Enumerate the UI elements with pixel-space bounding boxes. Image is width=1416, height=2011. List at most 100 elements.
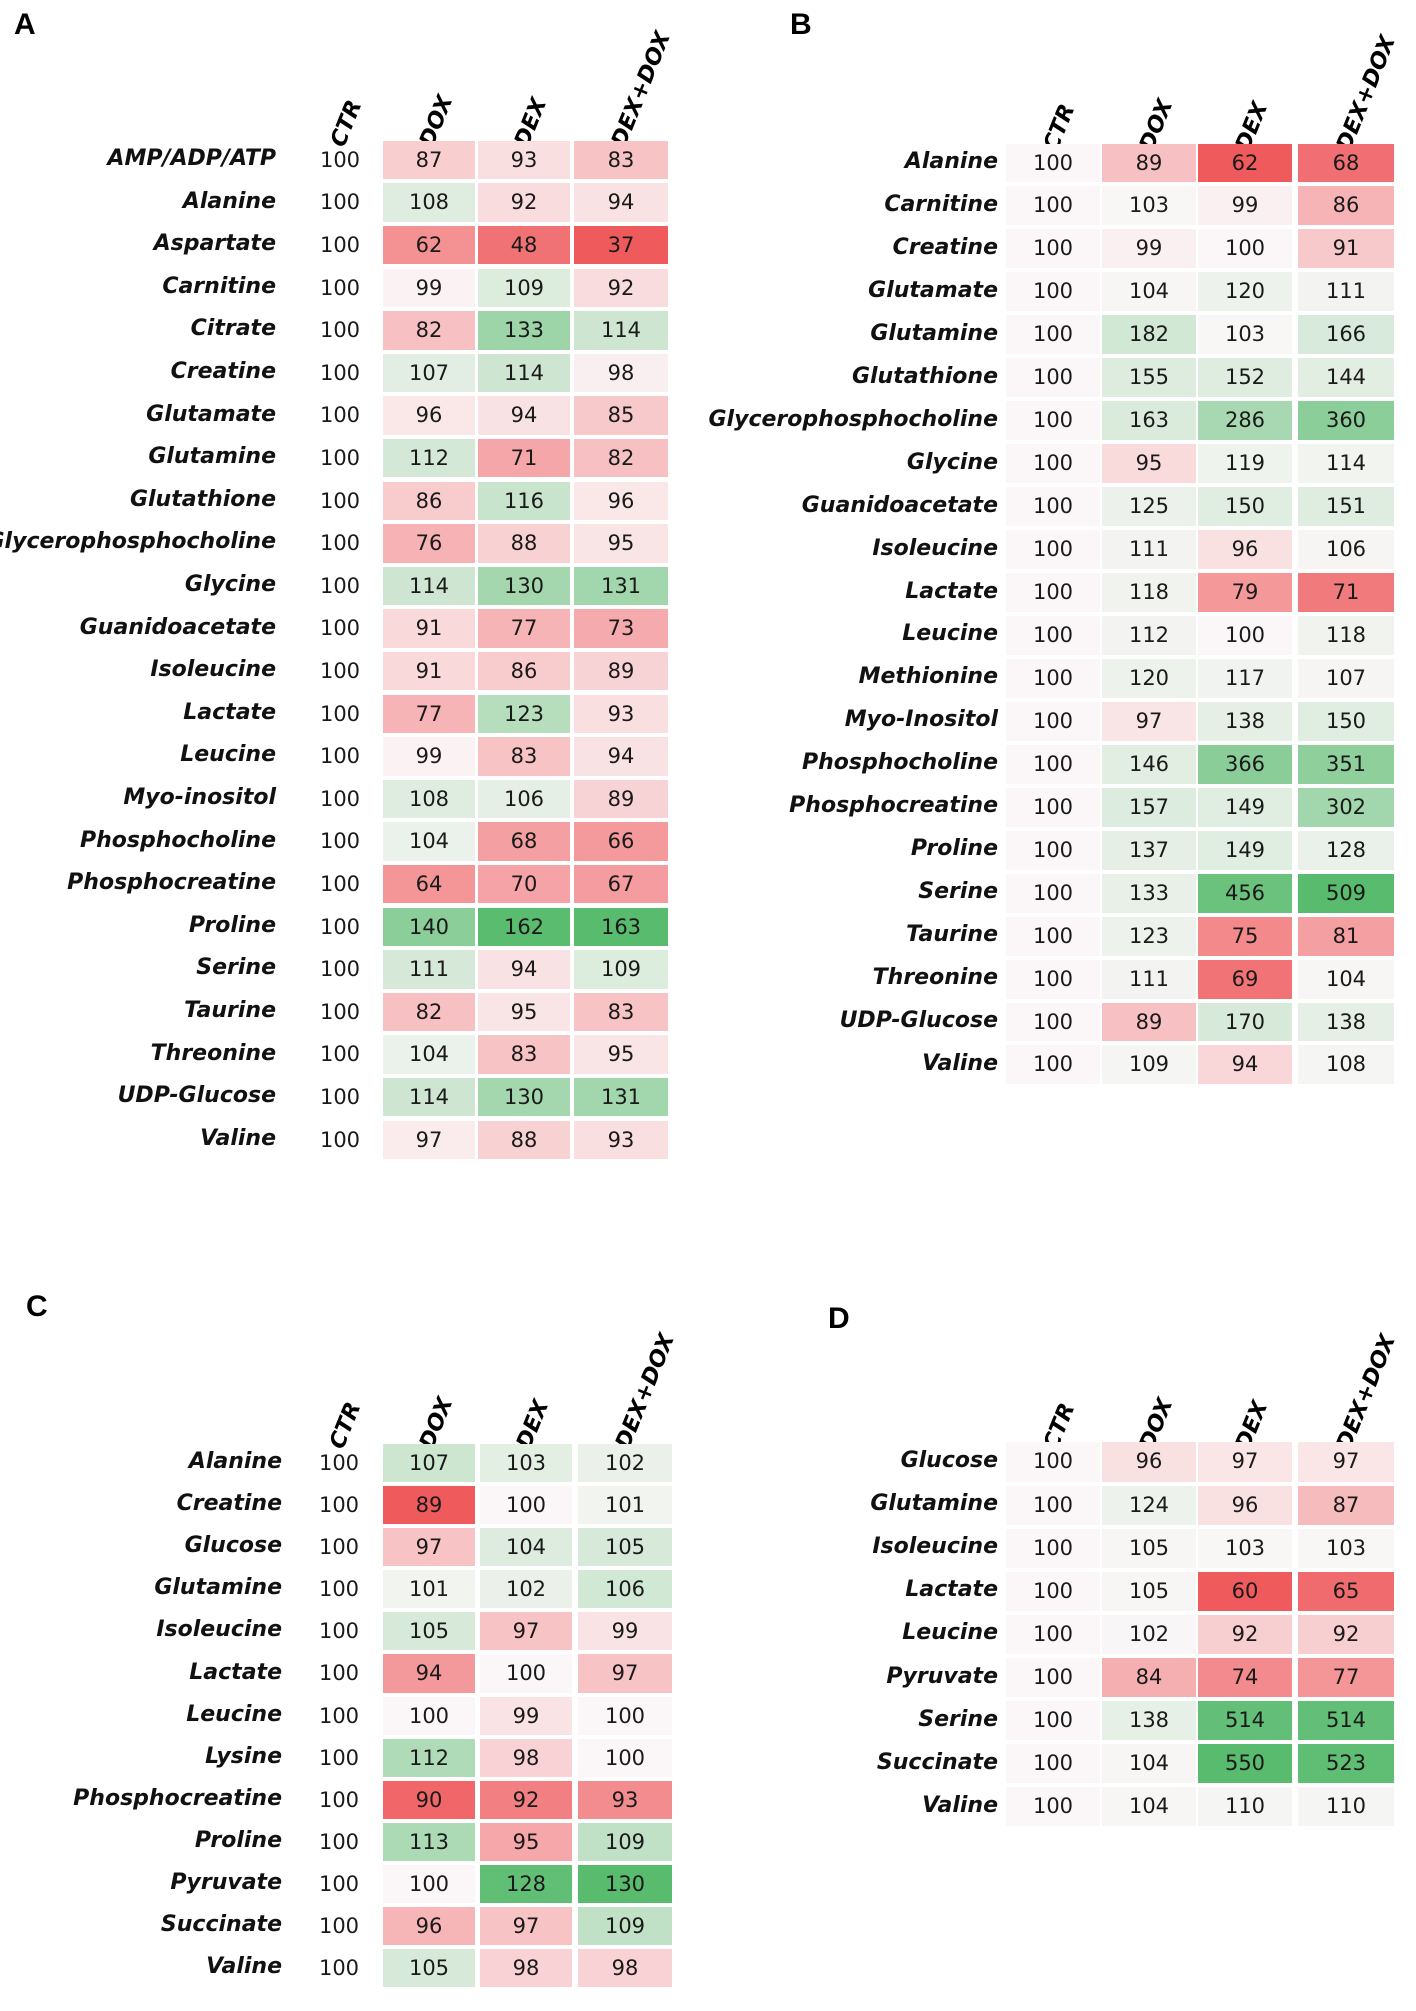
row-label: Pyruvate — [886, 1663, 998, 1689]
row-label: Isoleucine — [150, 657, 276, 683]
heatmap-cell: 102 — [1102, 1614, 1196, 1654]
row-label: Taurine — [906, 922, 998, 948]
row-label: Isoleucine — [156, 1617, 282, 1643]
row-label: Alanine — [188, 1449, 282, 1474]
heatmap-cell: 138 — [1298, 1002, 1394, 1042]
heatmap-cell: 112 — [383, 438, 475, 478]
heatmap-cell: 103 — [1298, 1528, 1394, 1568]
ctr-value: 100 — [318, 1914, 360, 1939]
heatmap-cell: 97 — [578, 1654, 672, 1693]
heatmap-cell: 92 — [478, 183, 570, 222]
ctr-value: 100 — [1006, 1701, 1100, 1741]
ctr-value: 100 — [318, 1745, 360, 1770]
ctr-value: 100 — [318, 1829, 360, 1854]
heatmap-cell: 163 — [1102, 401, 1196, 441]
heatmap-cell: 523 — [1298, 1744, 1394, 1784]
ctr-value: 100 — [1006, 401, 1100, 441]
ctr-value: 100 — [318, 1493, 360, 1518]
row-label: Glycine — [906, 449, 998, 475]
row-label: Glycerophosphocholine — [708, 406, 999, 432]
heatmap-cell: 128 — [480, 1864, 572, 1904]
heatmap-cell: 106 — [578, 1570, 672, 1609]
row-label: Phosphocholine — [79, 827, 276, 853]
heatmap-cell: 133 — [1102, 873, 1196, 913]
heatmap-cell: 96 — [574, 481, 668, 521]
row-label: Leucine — [186, 1701, 282, 1727]
ctr-value: 100 — [1006, 444, 1100, 484]
heatmap-cell: 96 — [1102, 1442, 1196, 1482]
ctr-value: 100 — [1006, 1045, 1100, 1085]
ctr-value: 100 — [319, 786, 361, 811]
heatmap-cell: 114 — [478, 353, 570, 393]
heatmap-cell: 106 — [478, 779, 570, 819]
heatmap-cell: 87 — [383, 140, 475, 180]
heatmap-cell: 123 — [1102, 916, 1196, 956]
heatmap-cell: 99 — [578, 1612, 672, 1651]
heatmap-cell: 94 — [478, 950, 570, 989]
heatmap-cell: 128 — [1298, 830, 1394, 870]
row-label: Lysine — [205, 1743, 282, 1769]
heatmap-cell: 62 — [383, 225, 475, 265]
row-label: Methionine — [858, 664, 998, 690]
ctr-value: 100 — [1006, 1744, 1100, 1784]
row-label: Glycerophosphocholine — [0, 529, 276, 555]
row-label: Glucose — [184, 1533, 282, 1559]
heatmap-cell: 95 — [478, 992, 570, 1032]
ctr-value: 100 — [319, 701, 361, 726]
heatmap-cell: 111 — [1102, 959, 1196, 999]
ctr-value: 100 — [318, 1787, 360, 1812]
heatmap-cell: 104 — [1298, 959, 1394, 999]
heatmap-cell: 92 — [480, 1780, 572, 1819]
heatmap-cell: 91 — [383, 609, 475, 648]
heatmap-cell: 456 — [1198, 873, 1292, 913]
ctr-value: 100 — [319, 147, 361, 172]
heatmap-cell: 86 — [383, 481, 475, 521]
heatmap-cell: 93 — [478, 140, 570, 180]
heatmap-cell: 99 — [1102, 229, 1196, 269]
heatmap-cell: 96 — [383, 1907, 475, 1946]
heatmap-cell: 104 — [383, 1035, 475, 1074]
panel-label: A — [14, 8, 36, 41]
heatmap-cell: 100 — [383, 1696, 475, 1735]
ctr-value: 100 — [1006, 1485, 1100, 1525]
heatmap-cell: 109 — [578, 1907, 672, 1946]
heatmap-cell: 97 — [1298, 1442, 1394, 1482]
heatmap-cell: 97 — [1102, 701, 1196, 741]
row-label: Glutamine — [154, 1575, 282, 1601]
ctr-value: 100 — [319, 1042, 361, 1067]
heatmap-cell: 110 — [1298, 1787, 1394, 1827]
heatmap-cell: 71 — [1298, 573, 1394, 612]
row-label: Creatine — [170, 359, 276, 384]
row-label: Glutamine — [870, 1491, 998, 1517]
heatmap-cell: 104 — [1102, 1787, 1196, 1827]
heatmap-cell: 100 — [383, 1864, 475, 1904]
heatmap-cell: 162 — [478, 907, 570, 947]
ctr-value: 100 — [1006, 1787, 1100, 1827]
heatmap-cell: 86 — [1298, 186, 1394, 226]
row-label: Glycine — [184, 572, 276, 597]
heatmap-cell: 84 — [1102, 1657, 1196, 1698]
ctr-value: 100 — [1006, 573, 1100, 612]
ctr-value: 100 — [318, 1535, 360, 1560]
panel-label: C — [26, 1290, 48, 1323]
heatmap-cell: 105 — [578, 1528, 672, 1567]
heatmap-cell: 94 — [574, 183, 668, 222]
ctr-value: 100 — [319, 360, 361, 385]
ctr-value: 100 — [1006, 787, 1100, 827]
heatmap-cell: 99 — [480, 1696, 572, 1735]
heatmap-cell: 82 — [383, 311, 475, 350]
heatmap-cell: 77 — [1298, 1657, 1394, 1698]
row-label: Lactate — [905, 1577, 998, 1603]
heatmap-cell: 104 — [480, 1528, 572, 1567]
row-label: Proline — [194, 1827, 282, 1853]
ctr-value: 100 — [319, 232, 361, 257]
heatmap-cell: 83 — [574, 992, 668, 1032]
row-label: Valine — [206, 1954, 282, 1980]
ctr-value: 100 — [319, 573, 361, 598]
heatmap-cell: 109 — [1102, 1045, 1196, 1085]
row-label: Lactate — [189, 1659, 282, 1685]
heatmap-cell: 68 — [1298, 143, 1394, 183]
heatmap-cell: 96 — [1198, 1485, 1292, 1525]
heatmap-cell: 108 — [383, 183, 475, 222]
ctr-value: 100 — [1006, 530, 1100, 569]
